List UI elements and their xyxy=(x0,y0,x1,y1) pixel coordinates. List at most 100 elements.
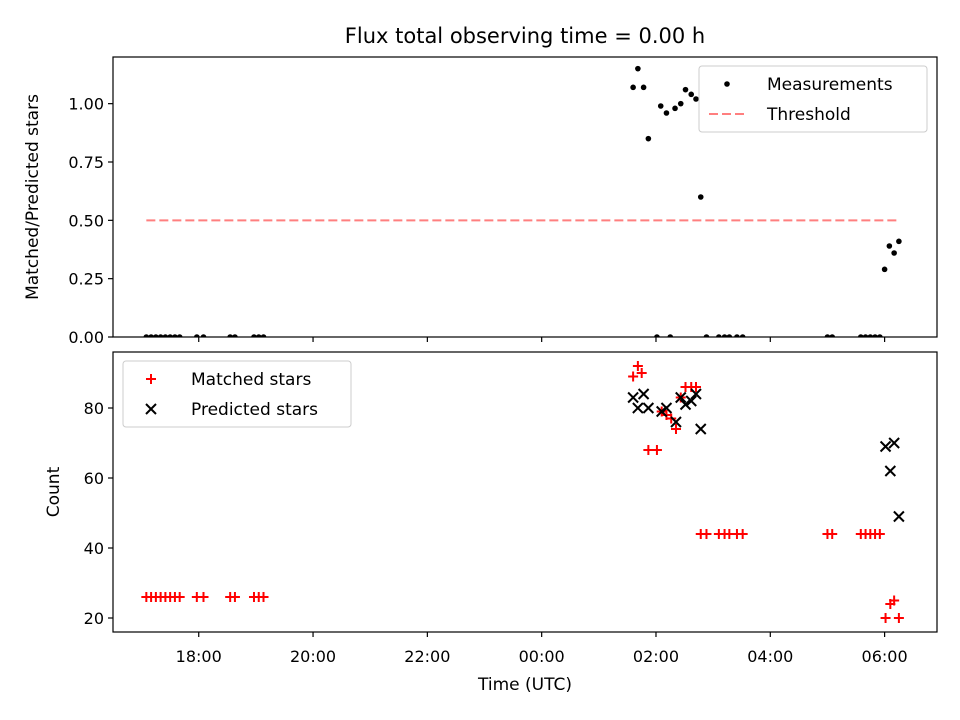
series-measurements-point xyxy=(726,334,733,337)
y-tick-label: 60 xyxy=(84,469,104,488)
series-predicted-stars-point xyxy=(884,465,897,477)
series-measurements-point xyxy=(200,334,207,337)
series-measurements-point xyxy=(867,334,874,337)
series-matched-stars-point xyxy=(880,613,891,623)
y-tick-label: 20 xyxy=(84,609,104,628)
series-measurements-point xyxy=(682,86,689,93)
series-measurements-point xyxy=(153,334,159,337)
series-measurements-point xyxy=(862,334,869,337)
series-predicted-stars-point xyxy=(893,510,905,523)
series-matched-stars-point xyxy=(643,445,654,455)
series-measurements-point xyxy=(677,100,684,107)
y-axis-label: Matched/Predicted stars xyxy=(23,94,43,300)
y-axis-label: Count xyxy=(44,466,64,517)
series-predicted-stars-point xyxy=(627,391,639,404)
series-measurements-point xyxy=(640,84,647,91)
series-predicted-stars-point xyxy=(660,402,673,414)
series-measurements-point xyxy=(167,334,173,337)
series-measurements-point xyxy=(824,334,831,337)
series-predicted-stars-point xyxy=(637,388,650,400)
legend: Measurements Threshold xyxy=(698,65,928,133)
series-matched-stars-point xyxy=(690,382,701,392)
series-matched-stars-point xyxy=(889,595,900,606)
series-measurements-point xyxy=(688,91,695,98)
series-matched-stars-point xyxy=(893,613,904,623)
y-tick-label: 0.00 xyxy=(68,328,104,347)
x-tick-label: 06:00 xyxy=(862,647,908,666)
series-measurements-point xyxy=(143,334,150,337)
legend: Matched stars Predicted stars xyxy=(122,360,352,428)
series-measurements-point xyxy=(829,334,836,337)
x-tick-label: 04:00 xyxy=(747,647,793,666)
y-tick-label: 1.00 xyxy=(68,95,104,114)
series-matched-stars-point xyxy=(174,592,185,602)
axes-frame xyxy=(112,56,938,338)
x-tick-label: 20:00 xyxy=(290,647,336,666)
legend-predicted-stars-handle xyxy=(145,403,157,415)
series-predicted-stars-point xyxy=(695,423,707,435)
x-tick-label: 18:00 xyxy=(176,647,222,666)
series-measurements-point xyxy=(255,334,262,337)
series-measurements-point xyxy=(227,334,233,337)
series-measurements-point xyxy=(194,334,200,337)
x-tick-label: 00:00 xyxy=(519,647,565,666)
series-predicted-stars-point xyxy=(879,440,892,453)
series-measurements-point xyxy=(630,84,636,91)
series-measurements-point xyxy=(251,334,257,337)
legend-matched-stars-label: Matched stars xyxy=(191,370,311,390)
series-measurements-point xyxy=(721,334,728,337)
series-measurements-point xyxy=(857,334,864,337)
series-measurements-point xyxy=(176,334,183,337)
series-measurements-point xyxy=(891,250,897,256)
series-measurements-point xyxy=(734,334,740,337)
series-predicted-stars-point xyxy=(675,391,687,404)
series-measurements-point xyxy=(172,334,178,337)
series-measurements-point xyxy=(667,334,674,337)
series-measurements-point xyxy=(663,110,670,116)
series-predicted-stars-point xyxy=(670,416,682,428)
series-predicted-stars-point xyxy=(632,402,644,414)
series-measurements-point xyxy=(645,135,652,142)
series-matched-stars-point xyxy=(229,592,240,602)
series-measurements-point xyxy=(162,334,169,337)
series-predicted-stars-point xyxy=(685,395,697,407)
y-tick-label: 80 xyxy=(84,399,104,418)
series-predicted-stars-point xyxy=(679,398,692,411)
y-tick-label: 40 xyxy=(84,539,104,558)
legend-threshold-label: Threshold xyxy=(766,105,851,125)
x-axis-label: Time (UTC) xyxy=(477,675,572,695)
series-measurements-point xyxy=(881,266,888,273)
series-measurements-point xyxy=(703,334,710,337)
series-predicted-stars-point xyxy=(888,437,900,449)
series-measurements-point xyxy=(693,96,699,102)
bottom-panel-star-counts: 20 40 60 80 18:00 20:00 22:00 00:00 02:00 04:00 06… xyxy=(44,351,938,695)
series-measurements-point xyxy=(148,334,154,337)
series-matched-stars-point xyxy=(651,445,662,455)
series-measurements-point xyxy=(654,334,660,337)
series-matched-stars-point xyxy=(874,529,885,539)
legend-predicted-stars-label: Predicted stars xyxy=(191,400,318,420)
plot-data-group xyxy=(143,65,902,337)
series-measurements-point xyxy=(635,65,641,72)
chart-title: Flux total observing time = 0.00 h xyxy=(345,24,705,48)
legend-measurements-label: Measurements xyxy=(767,75,893,95)
legend-matched-stars-handle xyxy=(146,374,156,384)
series-measurements-point xyxy=(896,238,902,245)
series-matched-stars-point xyxy=(632,361,643,371)
top-panel-flux-ratio: Flux total observing time = 0.00 h 0.00 0.… xyxy=(23,24,938,347)
series-measurements-point xyxy=(716,334,722,337)
x-tick-label: 02:00 xyxy=(633,647,679,666)
series-matched-stars-point xyxy=(198,592,209,602)
series-measurements-point xyxy=(232,334,238,337)
series-measurements-point xyxy=(672,105,678,112)
series-measurements-point xyxy=(657,103,664,109)
y-tick-label: 0.25 xyxy=(68,270,104,289)
series-predicted-stars-point xyxy=(642,402,655,414)
series-matched-stars-point xyxy=(827,529,838,539)
series-predicted-stars-point xyxy=(690,388,702,400)
x-tick-label: 22:00 xyxy=(404,647,450,666)
series-matched-stars-point xyxy=(628,371,639,382)
series-measurements-point xyxy=(886,243,893,249)
y-tick-label: 0.50 xyxy=(68,211,104,230)
series-matched-stars-point xyxy=(737,529,748,539)
